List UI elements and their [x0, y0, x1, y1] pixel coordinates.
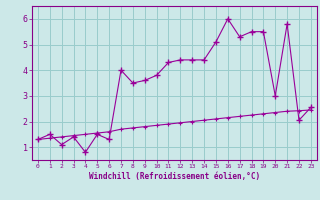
X-axis label: Windchill (Refroidissement éolien,°C): Windchill (Refroidissement éolien,°C) — [89, 172, 260, 181]
